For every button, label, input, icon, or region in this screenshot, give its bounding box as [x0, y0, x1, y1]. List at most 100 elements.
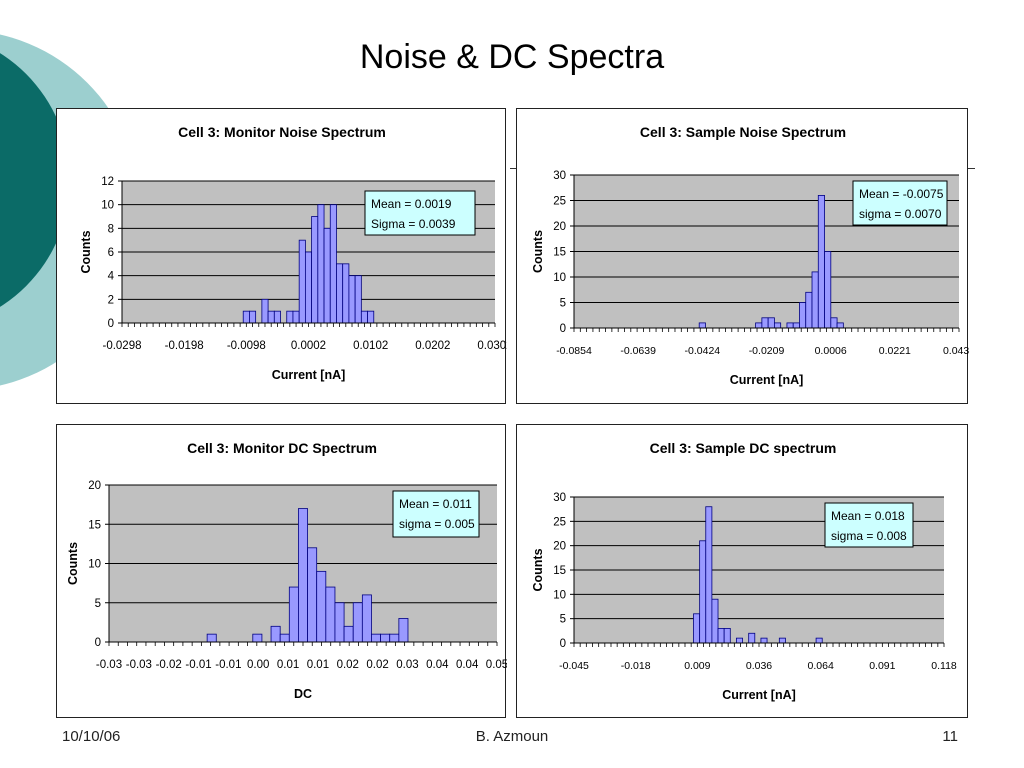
histogram-bar: [774, 322, 782, 329]
histogram-bar: [343, 625, 354, 643]
histogram-bar: [354, 275, 362, 324]
histogram-bar: [304, 251, 313, 324]
histogram-bar: [805, 291, 813, 329]
histogram-bar: [360, 310, 368, 324]
histogram-bar: [267, 310, 275, 324]
x-tick-label: 0.01: [277, 659, 299, 671]
y-tick-label: 0: [560, 638, 566, 650]
stats-annotation-text: Mean = -0.0075: [859, 187, 944, 201]
histogram-bar: [836, 322, 844, 329]
histogram-bar: [252, 633, 263, 643]
chart-title: Cell 3: Sample Noise Spectrum: [640, 124, 846, 140]
y-tick-label: 15: [88, 519, 101, 531]
y-axis-label: Counts: [66, 542, 80, 585]
histogram-bar: [279, 633, 290, 643]
histogram-bar: [342, 263, 350, 324]
x-tick-label: -0.01: [185, 659, 211, 671]
x-tick-label: -0.0198: [165, 340, 204, 352]
histogram-bar: [286, 310, 294, 324]
x-tick-label: 0.00: [247, 659, 269, 671]
histogram-bar: [336, 263, 344, 324]
y-tick-label: 0: [560, 323, 566, 335]
x-tick-label: -0.045: [559, 660, 589, 672]
y-tick-label: 5: [560, 614, 566, 626]
x-axis-label: Current [nA]: [730, 373, 804, 387]
y-tick-label: 30: [553, 170, 566, 182]
monitor-noise-chart: Cell 3: Monitor Noise Spectrum 0 2 4 6 8 10 12 -…: [56, 108, 507, 404]
stats-annotation-box: [392, 490, 480, 538]
histogram-bar: [786, 322, 794, 329]
histogram-bar: [352, 602, 363, 643]
x-tick-label: 0.0102: [353, 340, 388, 352]
stats-annotation-text: sigma = 0.005: [399, 517, 475, 531]
histogram-bar: [298, 508, 308, 643]
stats-annotation-text: Mean = 0.011: [399, 497, 472, 511]
x-tick-label: -0.01: [215, 659, 241, 671]
y-tick-label: 0: [95, 637, 101, 649]
y-tick-label: 4: [108, 271, 115, 283]
x-axis-label: DC: [294, 687, 312, 701]
histogram-bar: [249, 310, 257, 324]
histogram-bar: [811, 271, 819, 329]
x-axis-label: Current [nA]: [272, 368, 346, 382]
x-tick-label: -0.0639: [620, 345, 656, 357]
histogram-bar: [705, 506, 713, 644]
histogram-bar: [311, 216, 319, 324]
histogram-bar: [778, 637, 786, 644]
histogram-bar: [760, 637, 768, 644]
chart-title: Cell 3: Monitor Noise Spectrum: [178, 124, 386, 140]
footer-author: B. Azmoun: [475, 728, 549, 745]
x-tick-label: 0.05: [486, 659, 507, 671]
stats-annotation-text: sigma = 0.008: [831, 529, 907, 543]
histogram-bar: [398, 618, 409, 643]
stats-annotation-box: [852, 180, 948, 226]
stats-annotation-box: [824, 502, 914, 548]
x-tick-label: 0.064: [808, 660, 834, 672]
x-tick-label: 0.01: [307, 659, 329, 671]
histogram-bar: [270, 625, 281, 643]
histogram-bar: [711, 598, 719, 644]
x-tick-label: -0.0854: [556, 345, 592, 357]
y-tick-label: 30: [553, 492, 566, 504]
histogram-bar: [367, 310, 375, 324]
y-tick-label: 2: [108, 294, 114, 306]
histogram-bar: [298, 239, 306, 324]
x-tick-label: -0.03: [96, 659, 122, 671]
histogram-bar: [824, 251, 832, 329]
x-tick-label: -0.0209: [749, 345, 785, 357]
histogram-bar: [292, 310, 300, 324]
histogram-bar: [371, 633, 381, 643]
histogram-bar: [736, 637, 743, 644]
x-tick-label: -0.03: [126, 659, 152, 671]
y-tick-label: 15: [553, 565, 566, 577]
x-tick-label: -0.018: [621, 660, 651, 672]
x-tick-label: -0.0098: [227, 340, 266, 352]
x-tick-label: 0.118: [931, 660, 957, 672]
x-tick-label: 0.036: [746, 660, 772, 672]
x-tick-label: 0.091: [869, 660, 895, 672]
histogram-bar: [748, 632, 756, 644]
histogram-bar: [693, 613, 701, 644]
x-axis-label: Current [nA]: [722, 688, 796, 702]
sample-dc-chart: Cell 3: Sample DC spectrum 0 5 10 15 20 25 30 -0…: [516, 424, 968, 718]
histogram-bar: [815, 637, 823, 644]
histogram-bar: [242, 310, 250, 324]
histogram-bar: [261, 298, 269, 324]
histogram-bar: [317, 204, 325, 324]
x-tick-label: 0.0302: [477, 340, 507, 352]
deco-circle-dark: [0, 53, 70, 307]
y-tick-label: 25: [553, 196, 566, 208]
x-tick-label: 0.04: [456, 659, 479, 671]
histogram-bar: [307, 547, 318, 643]
y-tick-label: 25: [553, 516, 566, 528]
x-tick-label: 0.02: [366, 659, 388, 671]
x-tick-label: 0.0002: [291, 340, 326, 352]
x-tick-label: 0.0006: [815, 345, 847, 357]
chart-title: Cell 3: Sample DC spectrum: [650, 440, 837, 456]
histogram-bar: [325, 586, 336, 643]
stats-annotation-box: [364, 190, 476, 236]
x-tick-label: 0.03: [396, 659, 418, 671]
sample-noise-svg: Cell 3: Sample Noise Spectrum 0 5 10 15 20 25 3…: [531, 124, 969, 387]
histogram-bar: [799, 302, 807, 329]
y-tick-label: 5: [560, 298, 566, 310]
